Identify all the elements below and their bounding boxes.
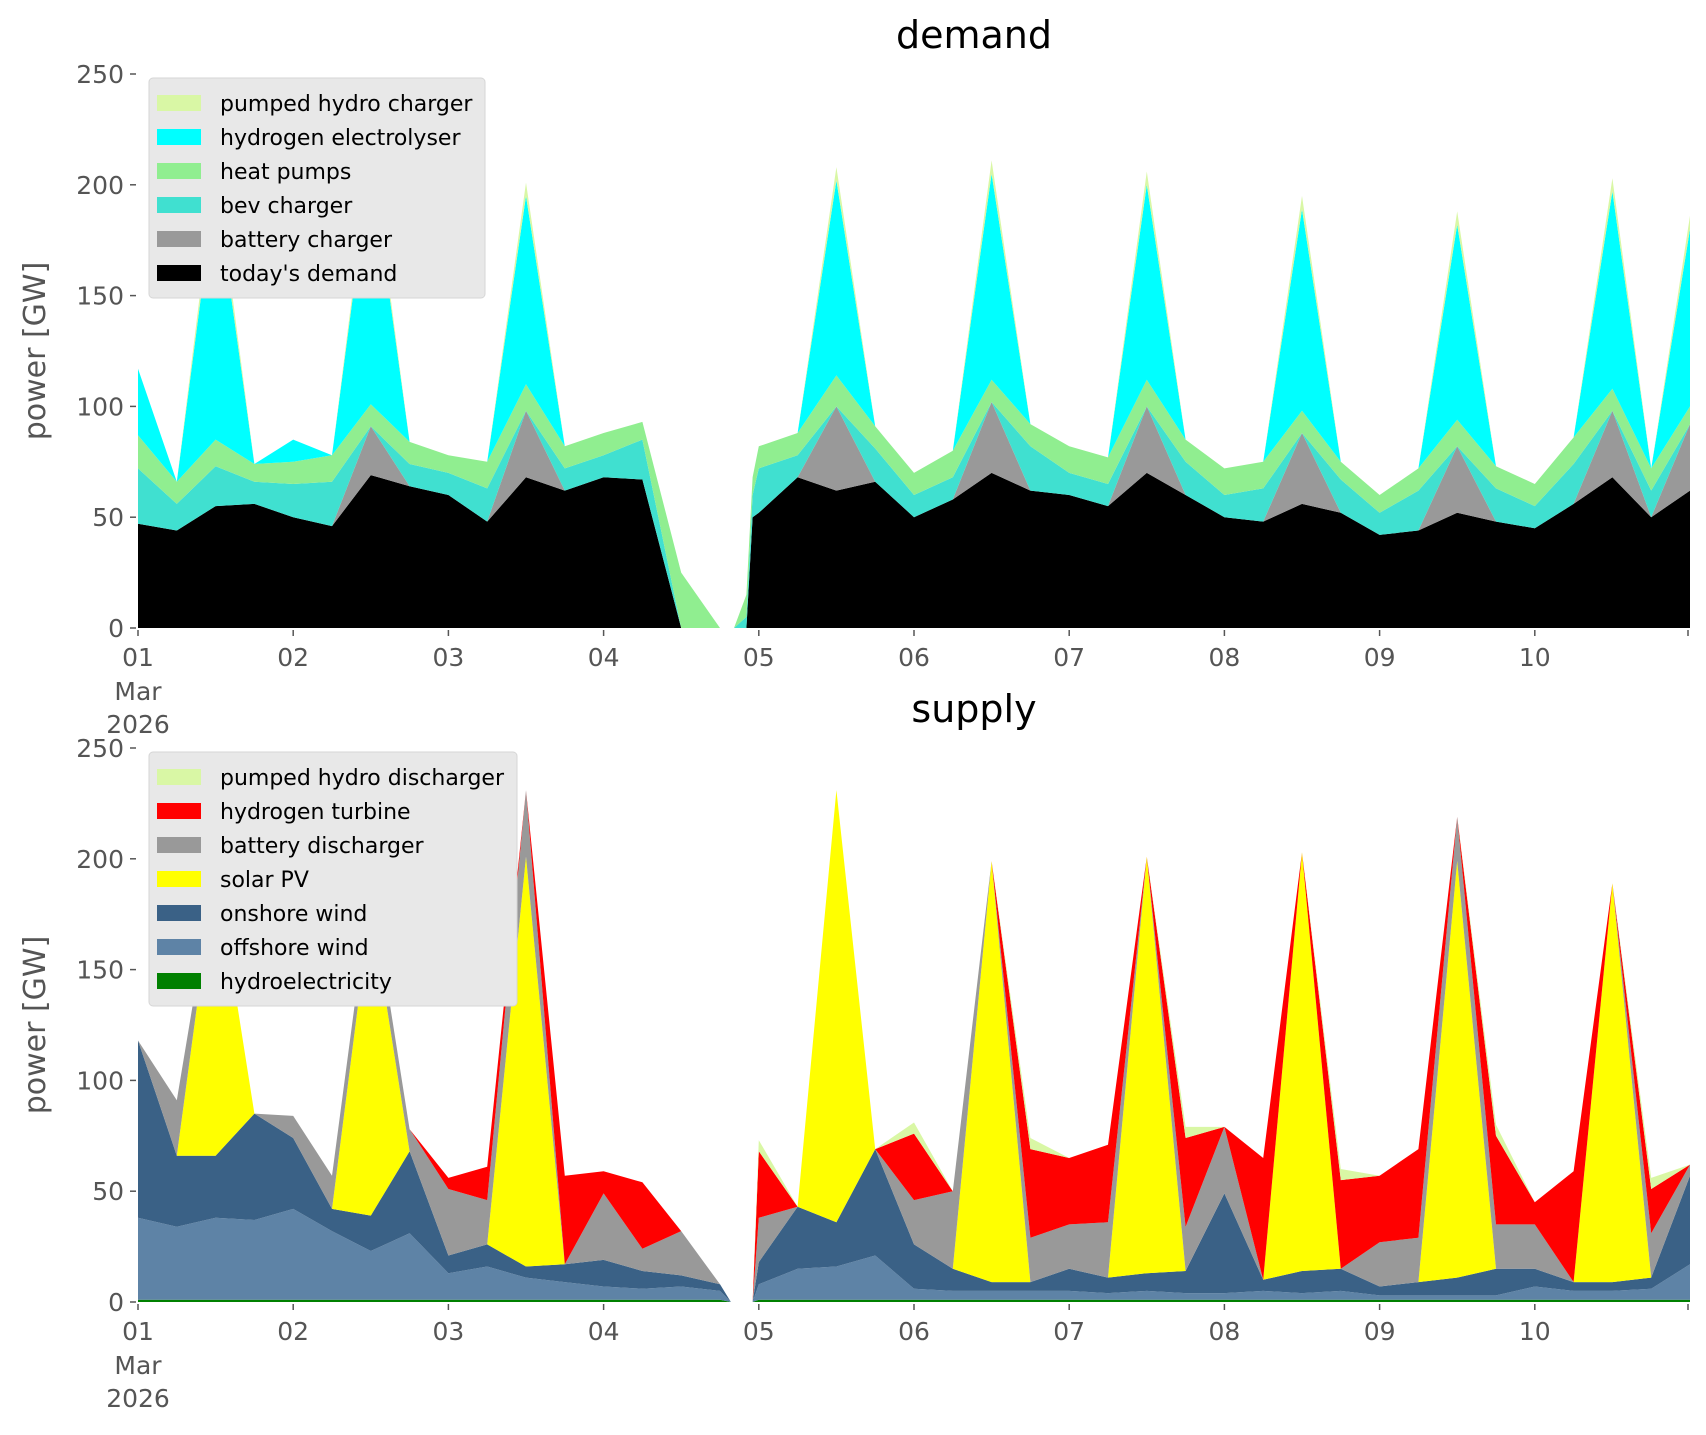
x-tick-label: 01 xyxy=(122,1317,154,1346)
series-area-hydrogen-turbine xyxy=(138,790,1690,1302)
series-area-battery-charger xyxy=(138,402,1690,628)
y-tick-label: 150 xyxy=(76,282,124,311)
y-axis-label: power [GW] xyxy=(18,936,53,1115)
y-tick-label: 200 xyxy=(76,171,124,200)
legend-label: hydroelectricity xyxy=(220,970,392,995)
legend-label: pumped hydro discharger xyxy=(220,766,505,791)
y-axis-label: power [GW] xyxy=(18,262,53,441)
legend-swatch xyxy=(157,197,201,213)
legend-label: hydrogen turbine xyxy=(220,800,411,825)
x-tick-label-date: Mar xyxy=(114,677,162,706)
x-tick-label: 07 xyxy=(1053,643,1085,672)
x-tick-label: 03 xyxy=(432,643,464,672)
x-tick-label-date: 2026 xyxy=(106,1384,170,1413)
x-tick-label: 02 xyxy=(277,1317,309,1346)
x-tick-label: 10 xyxy=(1519,1317,1551,1346)
x-tick-label: 06 xyxy=(898,643,930,672)
legend-swatch xyxy=(157,95,201,111)
legend-swatch xyxy=(157,231,201,247)
x-tick-label: 08 xyxy=(1208,643,1240,672)
x-tick-label: 10 xyxy=(1519,643,1551,672)
series-area-heat-pumps xyxy=(138,375,1690,628)
y-tick-label: 200 xyxy=(76,845,124,874)
legend-label: onshore wind xyxy=(220,902,367,927)
x-tick-label-date: Mar xyxy=(114,1351,162,1380)
x-tick-label: 04 xyxy=(588,643,620,672)
x-tick-label: 09 xyxy=(1364,643,1396,672)
series-area-hydrogen-electrolyser xyxy=(138,160,1690,628)
y-tick-label: 100 xyxy=(76,1066,124,1095)
series-area-offshore-wind xyxy=(138,1208,1690,1302)
legend-swatch xyxy=(157,905,201,921)
series-area-bev-charger xyxy=(138,402,1690,628)
legend-swatch xyxy=(157,837,201,853)
x-tick-label: 05 xyxy=(743,643,775,672)
y-tick-label: 50 xyxy=(92,1177,124,1206)
x-tick-label: 07 xyxy=(1053,1317,1085,1346)
series-area-today-s-demand xyxy=(138,472,1690,628)
legend-label: offshore wind xyxy=(220,936,369,961)
x-tick-label: 09 xyxy=(1364,1317,1396,1346)
y-tick-label: 0 xyxy=(108,1288,124,1317)
legend-label: battery discharger xyxy=(220,834,425,859)
x-tick-label: 01 xyxy=(122,643,154,672)
legend-label: battery charger xyxy=(220,228,393,253)
y-tick-label: 150 xyxy=(76,956,124,985)
legend-label: hydrogen electrolyser xyxy=(220,126,461,151)
legend-swatch xyxy=(157,265,201,281)
legend-swatch xyxy=(157,939,201,955)
x-tick-label: 03 xyxy=(432,1317,464,1346)
legend-swatch xyxy=(157,871,201,887)
x-tick-label-date: 2026 xyxy=(106,710,170,739)
series-area-battery-discharger xyxy=(138,790,1690,1302)
series-area-onshore-wind xyxy=(138,1040,1690,1302)
chart-title: supply xyxy=(911,687,1036,731)
series-area-hydroelectricity xyxy=(138,1299,1690,1302)
legend-label: solar PV xyxy=(220,868,309,893)
legend-label: bev charger xyxy=(220,194,353,219)
legend-swatch xyxy=(157,803,201,819)
x-tick-label: 02 xyxy=(277,643,309,672)
legend-label: heat pumps xyxy=(220,160,351,185)
y-tick-label: 50 xyxy=(92,503,124,532)
y-tick-label: 100 xyxy=(76,392,124,421)
y-tick-label: 250 xyxy=(76,734,124,763)
legend-box xyxy=(148,77,486,299)
y-tick-label: 0 xyxy=(108,614,124,643)
legend-swatch xyxy=(157,129,201,145)
chart-title: demand xyxy=(896,13,1052,57)
x-tick-label: 08 xyxy=(1208,1317,1240,1346)
x-tick-label: 05 xyxy=(743,1317,775,1346)
legend-swatch xyxy=(157,973,201,989)
legend-label: today's demand xyxy=(220,262,397,287)
x-tick-label: 06 xyxy=(898,1317,930,1346)
series-area-solar-PV xyxy=(138,790,1690,1302)
legend-swatch xyxy=(157,769,201,785)
x-tick-label: 04 xyxy=(588,1317,620,1346)
legend-swatch xyxy=(157,163,201,179)
legend-label: pumped hydro charger xyxy=(220,92,473,117)
y-tick-label: 250 xyxy=(76,60,124,89)
legend-box xyxy=(148,751,518,1007)
